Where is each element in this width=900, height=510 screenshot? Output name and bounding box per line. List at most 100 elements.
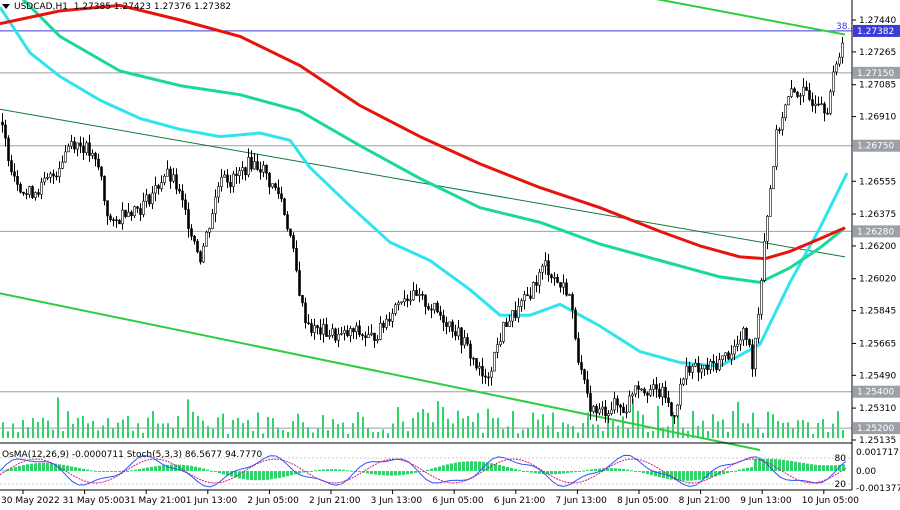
volume-bar <box>712 414 714 438</box>
volume-bar <box>62 431 64 438</box>
volume-bar <box>837 410 839 438</box>
volume-bar <box>612 421 614 438</box>
osma-bar <box>150 466 153 471</box>
osma-bar <box>110 471 113 473</box>
candle-body <box>673 415 676 417</box>
osma-bar <box>502 465 505 471</box>
candle-body <box>295 248 298 271</box>
volume-bar <box>532 412 534 438</box>
candle-body <box>139 208 142 215</box>
osma-bar <box>358 471 361 473</box>
dropdown-arrow-icon[interactable] <box>2 4 10 9</box>
osma-bar <box>626 469 629 471</box>
osma-bar <box>746 467 749 471</box>
volume-bar <box>487 408 489 438</box>
osma-bar <box>98 471 101 472</box>
candle-body <box>325 324 328 337</box>
osma-bar <box>162 465 165 471</box>
osma-bar <box>550 471 553 475</box>
volume-bar <box>537 419 539 438</box>
candle-body <box>448 321 451 327</box>
candle-body <box>223 174 226 178</box>
volume-bar <box>582 423 584 438</box>
time-tick-label: 6 Jun 21:00 <box>494 496 546 506</box>
candle-body <box>67 145 70 153</box>
volume-bar <box>382 429 384 438</box>
candle-body <box>409 299 412 302</box>
time-tick-label: 2 Jun 21:00 <box>309 496 361 506</box>
candle-body <box>526 294 529 297</box>
price-level-tag <box>853 24 900 37</box>
candle-body <box>181 190 184 201</box>
candle-body <box>370 332 373 335</box>
candle-body <box>733 345 736 355</box>
volume-bar <box>302 422 304 438</box>
candle-body <box>55 175 58 178</box>
candle-body <box>727 352 730 360</box>
candle-body <box>169 168 172 182</box>
candle-body <box>151 192 154 205</box>
osma-bar <box>282 471 285 478</box>
candle-body <box>97 158 100 168</box>
price-tick-label: 1.25845 <box>859 307 896 317</box>
volume-bar <box>112 428 114 438</box>
osma-bar <box>386 471 389 476</box>
candle-body <box>475 358 478 369</box>
candle-body <box>310 323 313 333</box>
volume-bar <box>617 425 619 438</box>
candle-body <box>145 194 148 202</box>
ohlc-readout: 1.27385 1.27423 1.27376 1.27382 <box>73 2 232 12</box>
osma-bar <box>234 471 237 478</box>
osma-bar <box>114 471 117 472</box>
volume-bar <box>632 398 634 438</box>
osma-bar <box>222 471 225 475</box>
osma-bar <box>458 462 461 471</box>
volume-bar <box>667 426 669 438</box>
candle-body <box>220 176 223 187</box>
candle-body <box>202 245 205 263</box>
osma-bar <box>662 471 665 479</box>
volume-bar <box>742 423 744 438</box>
candle-body <box>631 393 634 397</box>
volume-bar <box>757 428 759 438</box>
candle-body <box>49 173 52 178</box>
candle-body <box>346 330 349 336</box>
candle-body <box>7 137 10 161</box>
osma-bar <box>70 466 73 471</box>
osma-bar <box>202 468 205 471</box>
candle-body <box>706 364 709 370</box>
osma-bar <box>290 471 293 476</box>
candle-body <box>28 186 31 195</box>
volume-bar <box>137 423 139 438</box>
candle-body <box>775 129 778 167</box>
candle-body <box>394 304 397 314</box>
osma-bar <box>614 468 617 471</box>
osma-bar <box>258 471 261 481</box>
candle-body <box>355 325 358 333</box>
volume-bar <box>727 431 729 438</box>
osma-bar <box>246 471 249 480</box>
candle-body <box>481 366 484 377</box>
candle-body <box>229 181 232 187</box>
candle-body <box>619 404 622 408</box>
time-tick-label: 10 Jun 05:00 <box>802 496 859 506</box>
volume-bar <box>387 433 389 438</box>
volume-bar <box>652 430 654 438</box>
candle-body <box>403 298 406 303</box>
candle-body <box>58 168 61 177</box>
volume-bar <box>152 411 154 438</box>
volume-bar <box>337 424 339 438</box>
candle-body <box>298 270 301 296</box>
osma-bar <box>374 471 377 475</box>
osma-bar <box>394 471 397 476</box>
volume-bar <box>512 410 514 438</box>
osma-bar <box>786 460 789 471</box>
osma-bar <box>342 469 345 471</box>
volume-bar <box>807 422 809 438</box>
candle-body <box>628 395 631 413</box>
candle-body <box>136 206 139 209</box>
price-level-tag-label: 1.27382 <box>857 27 894 37</box>
candle-body <box>385 318 388 328</box>
